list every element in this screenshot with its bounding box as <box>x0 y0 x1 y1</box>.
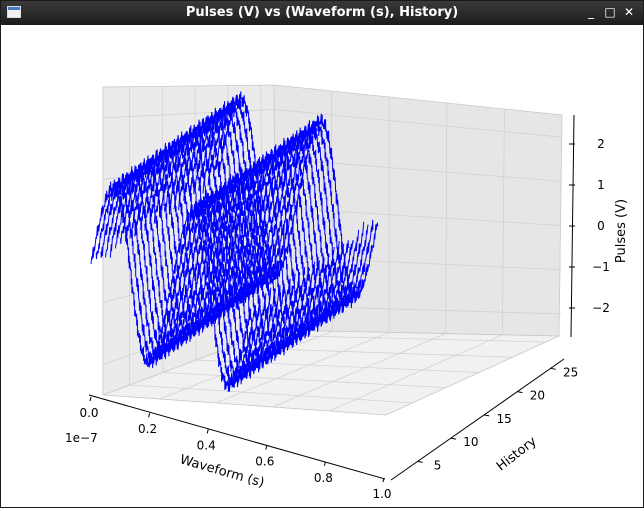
grid-line <box>272 102 448 408</box>
grid-line <box>159 90 333 400</box>
series-line-history-13 <box>149 140 311 351</box>
x-tick-mark <box>323 461 326 466</box>
x-tick-mark <box>382 477 385 483</box>
x-tick-mark <box>148 413 151 418</box>
plot-canvas[interactable]: 0.0 0.2 0.4 0.6 0.8 1.0 5 10 15 20 25 −2 −1 0 1 2 1e−7 … <box>1 25 643 507</box>
y-tick-label: 5 <box>434 458 442 472</box>
y-axis-line <box>390 358 565 481</box>
series-line-history-17 <box>168 125 330 339</box>
y-axis-label: History <box>494 434 540 474</box>
series-line-history-12 <box>144 142 306 356</box>
series-line-history-14 <box>153 136 316 348</box>
y-tick-label: 15 <box>497 412 512 426</box>
x-tick-mark <box>89 396 92 402</box>
series-line-history-3 <box>100 173 262 388</box>
series-line-history-24 <box>202 101 365 314</box>
z-tick-label: 2 <box>597 137 605 151</box>
grid-line <box>216 97 390 404</box>
data-series <box>90 91 379 392</box>
x-axis-line <box>88 394 386 480</box>
series-line-history-2 <box>95 178 257 388</box>
series-line-history-21 <box>188 112 349 324</box>
x-axis-label: Waveform (s) <box>178 452 266 490</box>
z-tick-label: −2 <box>592 301 610 315</box>
z-tick-label: −1 <box>592 260 610 274</box>
z-tick-label: 0 <box>597 219 605 233</box>
x-tick-mark <box>265 445 268 450</box>
series-line-history-9 <box>129 154 291 365</box>
x-tick-label: 0.8 <box>314 471 333 485</box>
series-line-history-22 <box>193 107 354 322</box>
x-tick-label: 0.6 <box>255 455 274 469</box>
grid-line <box>102 109 562 138</box>
x-tick-label: 0.2 <box>138 422 157 436</box>
window-title: Pulses (V) vs (Waveform (s), History) <box>185 5 459 20</box>
series-line-history-27 <box>217 91 379 303</box>
x-tick-label: 1.0 <box>372 487 391 501</box>
series-line-history-7 <box>120 160 281 373</box>
y-tick-mark <box>517 391 523 394</box>
minimize-button[interactable]: _ <box>588 5 594 19</box>
z-axis-label: Pulses (V) <box>614 199 629 263</box>
y-tick-mark <box>417 460 423 463</box>
x-tick-label: 0.4 <box>197 438 216 452</box>
x-tick-mark <box>206 429 209 434</box>
y-tick-label: 25 <box>563 365 578 379</box>
grid-line <box>194 85 480 373</box>
title-bar[interactable]: Pulses (V) vs (Waveform (s), History) _ … <box>1 1 643 25</box>
series-line-history-25 <box>207 100 369 308</box>
series-line-history-10 <box>134 149 296 363</box>
series-line-history-8 <box>124 155 286 369</box>
y-tick-mark <box>484 414 490 417</box>
y-tick-label: 20 <box>530 389 545 403</box>
series-line-history-16 <box>164 131 325 341</box>
series-line-history-26 <box>212 95 374 309</box>
y-tick-mark <box>450 437 456 440</box>
window-icon[interactable] <box>7 6 21 18</box>
maximize-button[interactable]: □ <box>604 5 616 19</box>
z-tick-label: 1 <box>597 178 605 192</box>
y-tick-label: 10 <box>463 435 478 449</box>
grid-line <box>329 108 505 412</box>
y-tick-mark <box>550 367 556 370</box>
tick-labels: 0.0 0.2 0.4 0.6 0.8 1.0 5 10 15 20 25 −2 −1 0 1 2 <box>79 137 609 501</box>
x-tick-label: 0.0 <box>79 406 98 420</box>
grid-line <box>385 114 563 416</box>
close-button[interactable]: ✕ <box>623 5 635 19</box>
x-offset-text: 1e−7 <box>65 431 98 445</box>
